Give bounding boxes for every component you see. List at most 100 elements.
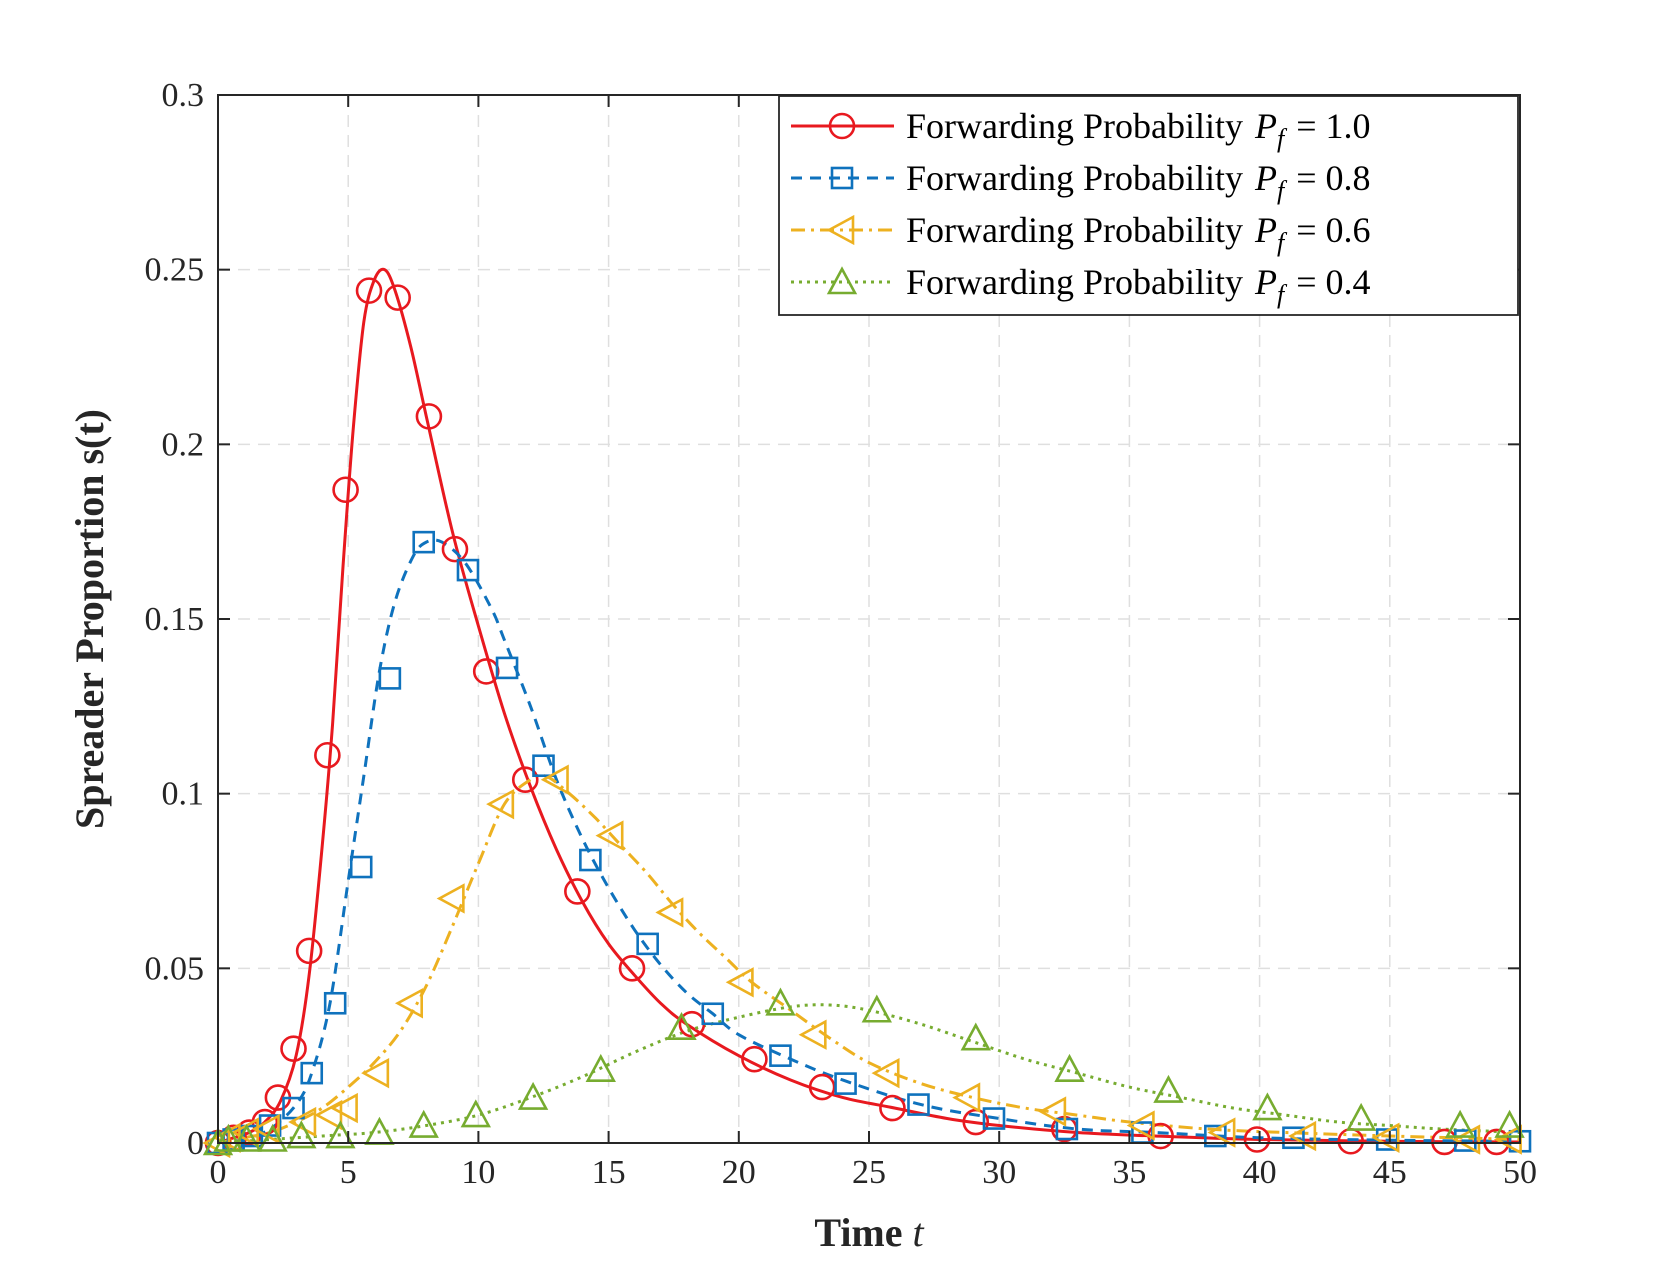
data-point-pf-04 (666, 1011, 697, 1041)
data-point-pf-08 (495, 656, 519, 680)
y-tick-label: 0 (187, 1125, 204, 1162)
data-point-pf-08 (769, 1044, 792, 1067)
data-point-pf-06 (1452, 1124, 1481, 1155)
y-tick-label: 0.05 (145, 950, 205, 987)
data-point-pf-04 (585, 1053, 616, 1082)
data-point-pf-06 (329, 1092, 358, 1124)
data-point-pf-04 (286, 1120, 317, 1149)
data-point-pf-04 (257, 1123, 288, 1152)
data-point-pf-08 (349, 855, 373, 879)
x-tick-label: 50 (1503, 1154, 1537, 1191)
data-point-pf-08 (282, 1096, 305, 1120)
data-point-pf-06 (725, 967, 754, 998)
x-tick-label: 45 (1373, 1154, 1407, 1191)
legend-subscript: f (1277, 124, 1288, 153)
data-point-pf-08 (1282, 1126, 1305, 1150)
data-point-pf-08 (907, 1093, 930, 1116)
data-point-pf-08 (834, 1072, 857, 1095)
legend-symbol: P (1254, 262, 1277, 302)
data-point-pf-04 (960, 1022, 991, 1051)
series-line-pf-06 (218, 773, 1520, 1143)
data-point-pf-06 (1371, 1122, 1400, 1153)
data-point-pf-08 (1055, 1117, 1079, 1141)
legend-label-pf-06: Forwarding Probability Pf = 0.6 (906, 210, 1371, 257)
data-point-pf-10 (295, 937, 323, 965)
x-tick-label: 15 (592, 1154, 626, 1191)
legend-value: = 0.8 (1296, 158, 1370, 198)
data-point-pf-04 (325, 1120, 356, 1149)
data-point-pf-10 (1483, 1128, 1510, 1156)
data-point-pf-06 (655, 897, 684, 928)
y-axis-title: Spreader Proportion s(t) (67, 409, 112, 829)
data-point-pf-06 (540, 764, 569, 795)
legend-marker-pf-04 (826, 266, 858, 295)
data-point-pf-06 (798, 1019, 827, 1050)
x-tick-label: 40 (1243, 1154, 1277, 1191)
data-point-pf-10 (280, 1035, 307, 1062)
legend-subscript: f (1277, 176, 1288, 205)
legend-marker-pf-06 (826, 214, 855, 246)
y-tick-label: 0.25 (145, 252, 205, 289)
legend-subscript: f (1277, 228, 1288, 257)
legend: Forwarding Probability Pf = 1.0 Forwarding … (778, 95, 1519, 316)
legend-label-text: Forwarding Probability (906, 262, 1243, 302)
data-point-pf-04 (213, 1123, 244, 1152)
data-point-pf-10 (415, 403, 443, 430)
x-tick-label: 20 (722, 1154, 756, 1191)
data-point-pf-10 (355, 277, 383, 304)
data-point-pf-06 (595, 820, 624, 851)
data-point-pf-08 (378, 667, 402, 690)
data-point-pf-04 (1054, 1053, 1085, 1082)
legend-label-pf-04: Forwarding Probability Pf = 0.4 (906, 262, 1371, 309)
data-point-pf-10 (332, 476, 359, 504)
legend-symbol: P (1254, 158, 1277, 198)
data-point-pf-04 (231, 1123, 262, 1152)
data-point-pf-04 (517, 1081, 549, 1110)
data-point-pf-06 (486, 788, 515, 820)
data-point-pf-04 (861, 994, 892, 1023)
legend-value: = 1.0 (1296, 106, 1370, 146)
data-point-pf-10 (879, 1094, 906, 1122)
data-point-pf-08 (300, 1061, 324, 1085)
y-tick-label: 0.1 (162, 776, 205, 813)
data-point-pf-06 (1126, 1110, 1155, 1141)
data-point-pf-08 (532, 754, 555, 778)
x-axis-title-text: Time (814, 1210, 902, 1255)
legend-label-text: Forwarding Probability (906, 210, 1243, 250)
legend-marker-pf-08 (830, 166, 854, 190)
x-tick-label: 5 (340, 1154, 357, 1191)
data-point-pf-04 (1494, 1109, 1525, 1138)
data-point-pf-04 (1252, 1092, 1283, 1121)
data-point-pf-06 (1207, 1117, 1236, 1148)
data-point-pf-04 (460, 1099, 491, 1128)
data-point-pf-06 (394, 988, 423, 1019)
axis-ticks: 0 5 10 15 20 25 30 35 40 45 50 0 0.05 0.1 0.15 0.2 0.25 0… (145, 77, 1538, 1191)
legend-symbol: P (1254, 106, 1277, 146)
data-point-pf-08 (1204, 1124, 1227, 1148)
data-point-pf-06 (1038, 1096, 1067, 1127)
data-point-pf-06 (314, 1099, 343, 1131)
series-line-pf-08 (218, 538, 1520, 1143)
data-point-pf-10 (618, 955, 646, 982)
y-tick-label: 0.15 (145, 601, 205, 638)
legend-subscript: f (1277, 280, 1288, 309)
data-point-pf-10 (441, 535, 469, 563)
legend-label-text: Forwarding Probability (906, 158, 1243, 198)
data-point-pf-04 (408, 1109, 439, 1138)
legend-label-pf-10: Forwarding Probability Pf = 1.0 (906, 106, 1371, 153)
data-point-pf-08 (412, 530, 436, 554)
data-point-pf-04 (1345, 1102, 1377, 1131)
data-point-pf-10 (808, 1073, 836, 1101)
data-point-pf-06 (952, 1082, 981, 1113)
data-point-pf-04 (1444, 1109, 1476, 1138)
x-axis-title: Time t (814, 1210, 924, 1255)
data-point-pf-08 (982, 1107, 1006, 1130)
data-point-pf-06 (361, 1057, 390, 1089)
legend-label-pf-08: Forwarding Probability Pf = 0.8 (906, 158, 1371, 205)
data-point-pf-04 (765, 987, 796, 1016)
y-tick-label: 0.3 (162, 77, 205, 114)
data-point-pf-08 (636, 932, 659, 956)
data-point-pf-04 (1153, 1074, 1184, 1103)
legend-symbol: P (1254, 210, 1277, 250)
